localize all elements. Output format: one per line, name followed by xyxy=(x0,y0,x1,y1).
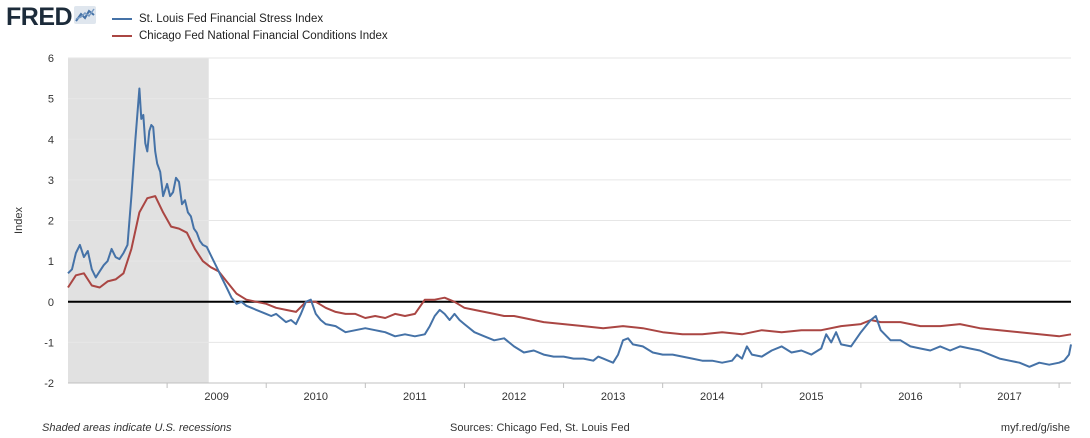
y-tick-label: 0 xyxy=(48,297,54,309)
legend-label: Chicago Fed National Financial Condition… xyxy=(139,29,388,42)
x-tick-label: 2016 xyxy=(898,391,922,403)
y-tick-label: 5 xyxy=(48,94,54,106)
y-tick-labels-group: 6 5 4 3 2 1 0 -1 -2 xyxy=(44,53,54,390)
x-tick-label: 2012 xyxy=(502,391,526,403)
gridlines-group xyxy=(68,57,1071,384)
sources-text: Sources: Chicago Fed, St. Louis Fed xyxy=(450,422,630,434)
y-tick-label: 3 xyxy=(48,175,54,187)
y-tick-label: 6 xyxy=(48,53,54,65)
y-tick-label: -2 xyxy=(44,378,54,390)
y-tick-label: 2 xyxy=(48,216,54,228)
chart-legend: St. Louis Fed Financial Stress Index Chi… xyxy=(112,10,388,44)
x-tick-label: 2015 xyxy=(799,391,823,403)
y-axis-title: Index xyxy=(13,207,25,234)
y-tick-label: -1 xyxy=(44,337,54,349)
series-line-0 xyxy=(67,87,1072,368)
x-tick-label: 2013 xyxy=(601,391,625,403)
chart-header: FRED St. Louis Fed Financial Stress Inde… xyxy=(0,0,1090,48)
legend-swatch xyxy=(112,17,132,20)
series-group xyxy=(67,87,1072,368)
line-chart-icon xyxy=(74,6,97,29)
y-tick-label: 4 xyxy=(48,134,54,146)
x-tick-label: 2009 xyxy=(204,391,228,403)
legend-swatch xyxy=(112,34,132,37)
legend-item-conditions-index: Chicago Fed National Financial Condition… xyxy=(112,27,388,44)
line-chart: 6 5 4 3 2 1 0 -1 -2 2009 2010 2011 2012 2013 2014 2015… xyxy=(13,53,1072,403)
fred-logo[interactable]: FRED xyxy=(6,3,97,31)
y-tick-label: 1 xyxy=(48,256,54,268)
x-tick-label: 2017 xyxy=(997,391,1021,403)
x-tick-label: 2011 xyxy=(403,391,427,403)
legend-item-stress-index: St. Louis Fed Financial Stress Index xyxy=(112,10,388,27)
chart-footer: Shaded areas indicate U.S. recessions So… xyxy=(0,420,1090,438)
x-tick-label: 2010 xyxy=(304,391,328,403)
short-link[interactable]: myf.red/g/ishe xyxy=(1000,422,1070,434)
x-tick-labels-group: 2009201020112012201320142015201620172018 xyxy=(166,383,1060,403)
fred-logo-text: FRED xyxy=(6,3,73,31)
recession-note: Shaded areas indicate U.S. recessions xyxy=(42,422,232,434)
series-line-1 xyxy=(67,195,1072,338)
x-tick-label: 2014 xyxy=(700,391,724,403)
legend-label: St. Louis Fed Financial Stress Index xyxy=(139,12,324,25)
